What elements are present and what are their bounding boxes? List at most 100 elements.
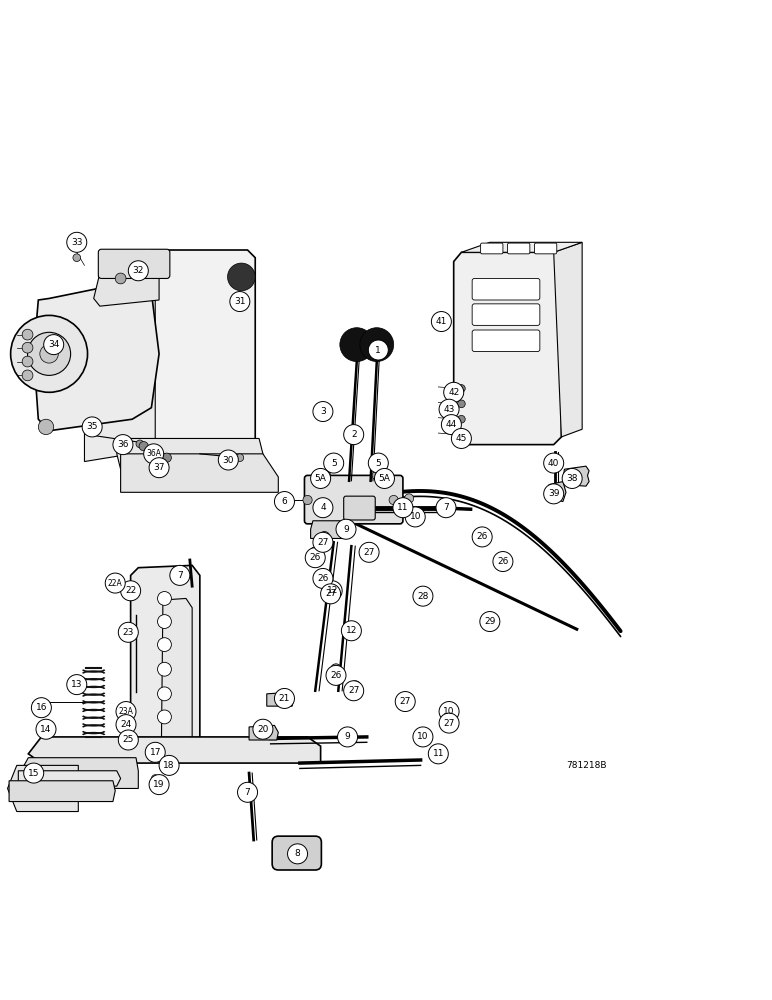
- Circle shape: [350, 681, 361, 692]
- Circle shape: [326, 665, 346, 685]
- Polygon shape: [17, 758, 138, 788]
- Circle shape: [113, 435, 133, 455]
- Circle shape: [313, 498, 333, 518]
- FancyBboxPatch shape: [98, 249, 170, 278]
- Circle shape: [22, 356, 33, 367]
- Text: 9: 9: [343, 525, 349, 534]
- Circle shape: [327, 585, 337, 596]
- Text: 27: 27: [400, 697, 411, 706]
- Circle shape: [22, 370, 33, 381]
- Text: 2: 2: [351, 430, 357, 439]
- Text: 8: 8: [295, 849, 300, 858]
- Circle shape: [287, 844, 307, 864]
- Text: 18: 18: [164, 761, 174, 770]
- Text: 3: 3: [320, 407, 326, 416]
- Polygon shape: [267, 692, 293, 706]
- Circle shape: [452, 428, 472, 448]
- Text: 1: 1: [375, 346, 381, 355]
- Text: 10: 10: [409, 512, 421, 521]
- Circle shape: [73, 254, 80, 262]
- Circle shape: [496, 555, 506, 565]
- Circle shape: [439, 713, 459, 733]
- Text: 13: 13: [71, 680, 83, 689]
- Circle shape: [442, 415, 462, 435]
- Circle shape: [313, 568, 333, 588]
- Circle shape: [303, 495, 312, 505]
- Text: 20: 20: [257, 725, 269, 734]
- Text: 5A: 5A: [378, 474, 391, 483]
- Circle shape: [157, 710, 171, 724]
- Circle shape: [360, 328, 394, 362]
- Polygon shape: [549, 482, 566, 502]
- Text: 10: 10: [417, 732, 428, 741]
- Circle shape: [40, 345, 59, 363]
- Text: 12: 12: [327, 586, 338, 595]
- Text: 28: 28: [417, 592, 428, 601]
- Circle shape: [22, 329, 33, 340]
- FancyBboxPatch shape: [472, 278, 540, 300]
- Circle shape: [157, 638, 171, 652]
- Text: 22A: 22A: [108, 579, 123, 588]
- Text: 9: 9: [344, 732, 350, 741]
- FancyBboxPatch shape: [344, 496, 375, 520]
- Circle shape: [458, 415, 466, 423]
- Text: 35: 35: [86, 422, 98, 431]
- Text: 26: 26: [497, 557, 509, 566]
- Polygon shape: [34, 281, 159, 431]
- Text: 4: 4: [320, 503, 326, 512]
- Circle shape: [157, 662, 171, 676]
- Polygon shape: [130, 565, 200, 745]
- Circle shape: [458, 385, 466, 392]
- Text: 6: 6: [282, 497, 287, 506]
- Circle shape: [128, 261, 148, 281]
- Text: 12: 12: [346, 626, 357, 635]
- Text: 27: 27: [364, 548, 374, 557]
- Circle shape: [319, 532, 330, 542]
- Circle shape: [118, 622, 138, 642]
- Circle shape: [458, 400, 466, 408]
- Circle shape: [275, 492, 294, 512]
- Circle shape: [319, 570, 330, 581]
- Polygon shape: [144, 250, 256, 446]
- Text: 19: 19: [154, 780, 165, 789]
- Text: 17: 17: [150, 748, 161, 757]
- Text: 27: 27: [348, 686, 360, 695]
- Circle shape: [322, 581, 342, 601]
- Polygon shape: [554, 242, 582, 437]
- Circle shape: [157, 687, 171, 701]
- Circle shape: [22, 342, 33, 353]
- Circle shape: [543, 484, 564, 504]
- Circle shape: [157, 615, 171, 628]
- Text: 27: 27: [325, 589, 337, 598]
- Polygon shape: [454, 252, 561, 445]
- Circle shape: [136, 440, 144, 448]
- Circle shape: [36, 719, 56, 739]
- Circle shape: [359, 542, 379, 562]
- Circle shape: [151, 750, 159, 758]
- Circle shape: [82, 417, 102, 437]
- Text: 7: 7: [177, 571, 183, 580]
- Polygon shape: [93, 265, 159, 306]
- Circle shape: [340, 328, 374, 362]
- Circle shape: [145, 742, 165, 762]
- Text: 26: 26: [330, 671, 342, 680]
- Text: 38: 38: [567, 474, 578, 483]
- Circle shape: [413, 586, 433, 606]
- Polygon shape: [8, 765, 78, 812]
- FancyBboxPatch shape: [534, 243, 557, 254]
- Circle shape: [105, 573, 125, 593]
- Text: 31: 31: [234, 297, 245, 306]
- Circle shape: [413, 727, 433, 747]
- Text: 43: 43: [443, 405, 455, 414]
- Text: 41: 41: [435, 317, 447, 326]
- Text: 34: 34: [48, 340, 59, 349]
- Text: 5: 5: [331, 459, 337, 468]
- Circle shape: [472, 527, 493, 547]
- Circle shape: [320, 584, 340, 604]
- Circle shape: [230, 292, 250, 312]
- Circle shape: [393, 498, 413, 518]
- Text: 39: 39: [548, 489, 560, 498]
- Circle shape: [442, 714, 453, 725]
- Circle shape: [139, 442, 148, 451]
- Circle shape: [477, 532, 488, 542]
